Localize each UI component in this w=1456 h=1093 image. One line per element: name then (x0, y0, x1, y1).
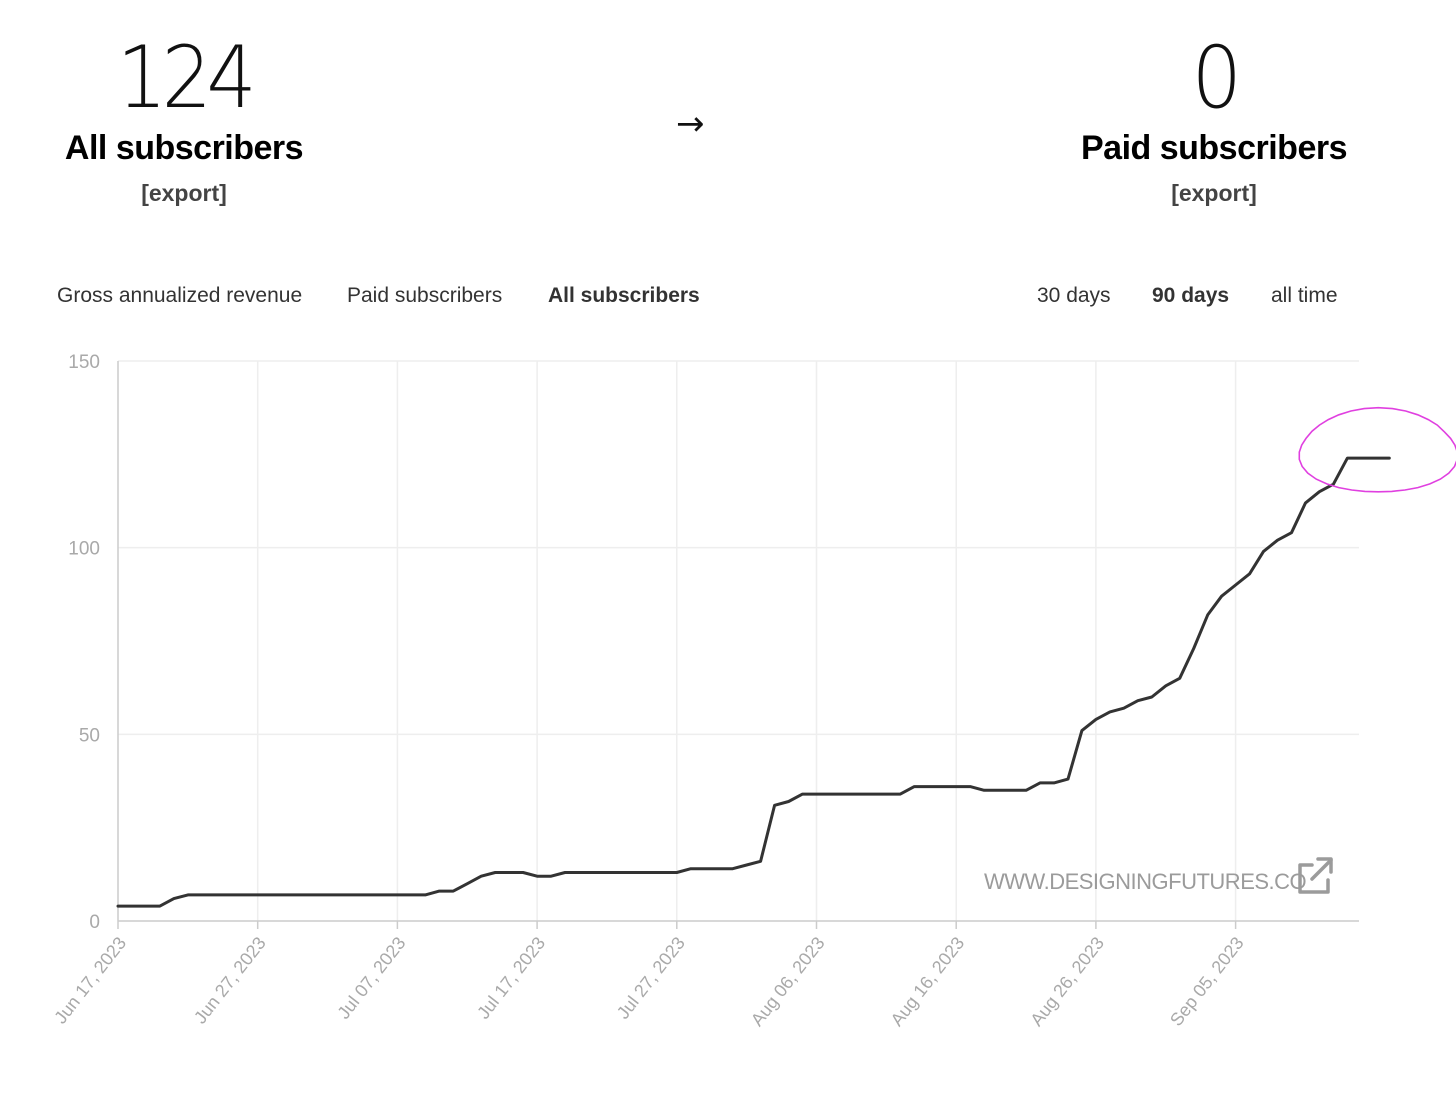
x-tick-label: Jul 07, 2023 (333, 933, 409, 1023)
y-axis-ticks: 0 50 100 150 (68, 352, 100, 933)
y-tick-label: 50 (79, 725, 100, 746)
arrow-icon: → (676, 104, 705, 144)
x-tick-label: Aug 06, 2023 (747, 933, 829, 1030)
external-link-icon[interactable] (1298, 857, 1333, 894)
watermark-text: WWW.DESIGNINGFUTURES.CO (984, 869, 1307, 894)
series-line (116, 456, 1391, 908)
tab-30-days[interactable]: 30 days (1037, 284, 1111, 307)
paid-subscribers-export-link[interactable]: [export] (1171, 180, 1257, 206)
highlight-circle (1298, 406, 1456, 493)
x-tick-label: Sep 05, 2023 (1166, 933, 1248, 1030)
x-tick-label: Jun 27, 2023 (190, 933, 270, 1027)
x-tick-label: Jul 27, 2023 (613, 933, 689, 1023)
y-tick-label: 0 (89, 912, 100, 933)
x-axis-ticks: Jun 17, 2023 Jun 27, 2023 Jul 07, 2023 Jul … (50, 933, 1247, 1030)
y-tick-label: 150 (68, 352, 100, 373)
chart-axes (117, 361, 1359, 929)
x-tick-label: Aug 16, 2023 (887, 933, 969, 1030)
chart-grid (118, 360, 1359, 921)
all-subscribers-label: All subscribers (64, 129, 304, 167)
x-tick-label: Jun 17, 2023 (50, 933, 130, 1027)
all-subscribers-export-link[interactable]: [export] (141, 180, 227, 206)
tab-paid-subscribers[interactable]: Paid subscribers (347, 284, 503, 307)
tab-90-days[interactable]: 90 days (1152, 284, 1230, 307)
all-subscribers-stat: 124 All subscribers [export] (44, 28, 324, 208)
subscribers-line-chart: 0 50 100 150 Jun 17, 2023 Jun 27, 2023 Jul 07… (50, 352, 1456, 1030)
tab-all-time[interactable]: all time (1271, 284, 1338, 307)
paid-subscribers-stat: 0 Paid subscribers [export] (1064, 28, 1364, 208)
tab-all-subscribers[interactable]: All subscribers (548, 284, 700, 307)
paid-subscribers-count: 0 (1191, 28, 1242, 128)
x-tick-label: Jul 17, 2023 (473, 933, 549, 1023)
x-tick-label: Aug 26, 2023 (1026, 933, 1108, 1030)
paid-subscribers-label: Paid subscribers (1080, 129, 1348, 167)
all-subscribers-count: 124 (116, 28, 257, 128)
watermark: WWW.DESIGNINGFUTURES.CO (984, 857, 1333, 894)
tab-gross-annualized-revenue[interactable]: Gross annualized revenue (57, 284, 303, 307)
y-tick-label: 100 (68, 539, 100, 560)
